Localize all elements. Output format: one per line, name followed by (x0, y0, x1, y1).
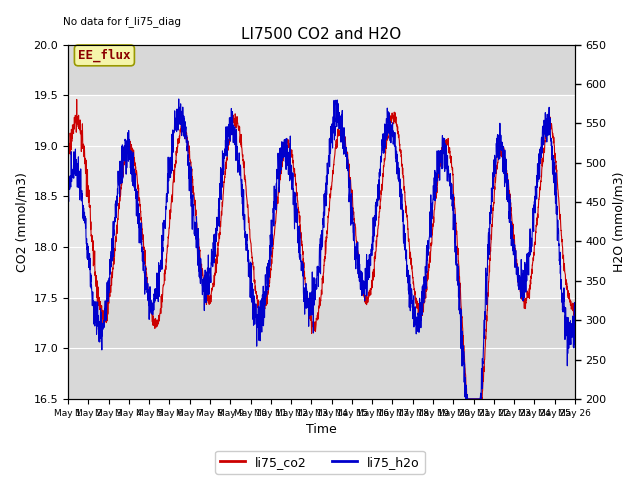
li75_h2o (134, 201, 141, 207)
li75_h2o (120, 150, 127, 156)
li75_h2o (64, 186, 72, 192)
li75_co2 (134, 186, 142, 192)
X-axis label: Time: Time (306, 423, 337, 436)
Y-axis label: CO2 (mmol/m3): CO2 (mmol/m3) (15, 172, 28, 272)
Legend: li75_co2, li75_h2o: li75_co2, li75_h2o (215, 451, 425, 474)
li75_h2o (571, 327, 579, 333)
Y-axis label: H2O (mmol/m3): H2O (mmol/m3) (612, 171, 625, 272)
Line: li75_h2o: li75_h2o (68, 99, 575, 399)
li75_h2o (78, 195, 86, 201)
Bar (68, 95, 575, 298)
li75_h2o (494, 148, 502, 154)
li75_co2 (463, 396, 471, 402)
li75_co2 (571, 313, 579, 319)
li75_co2 (104, 307, 111, 313)
li75_co2 (294, 205, 302, 211)
li75_co2 (494, 160, 502, 166)
li75_h2o (103, 279, 111, 285)
li75_h2o (294, 224, 302, 230)
li75_co2 (64, 160, 72, 166)
Line: li75_co2: li75_co2 (68, 99, 575, 399)
li75_co2 (120, 162, 127, 168)
li75_co2 (78, 135, 86, 141)
li75_h2o (462, 396, 470, 402)
li75_co2 (73, 96, 81, 102)
Text: No data for f_li75_diag: No data for f_li75_diag (63, 16, 181, 27)
Text: EE_flux: EE_flux (78, 49, 131, 62)
Title: LI7500 CO2 and H2O: LI7500 CO2 and H2O (241, 27, 401, 42)
li75_h2o (175, 96, 182, 102)
